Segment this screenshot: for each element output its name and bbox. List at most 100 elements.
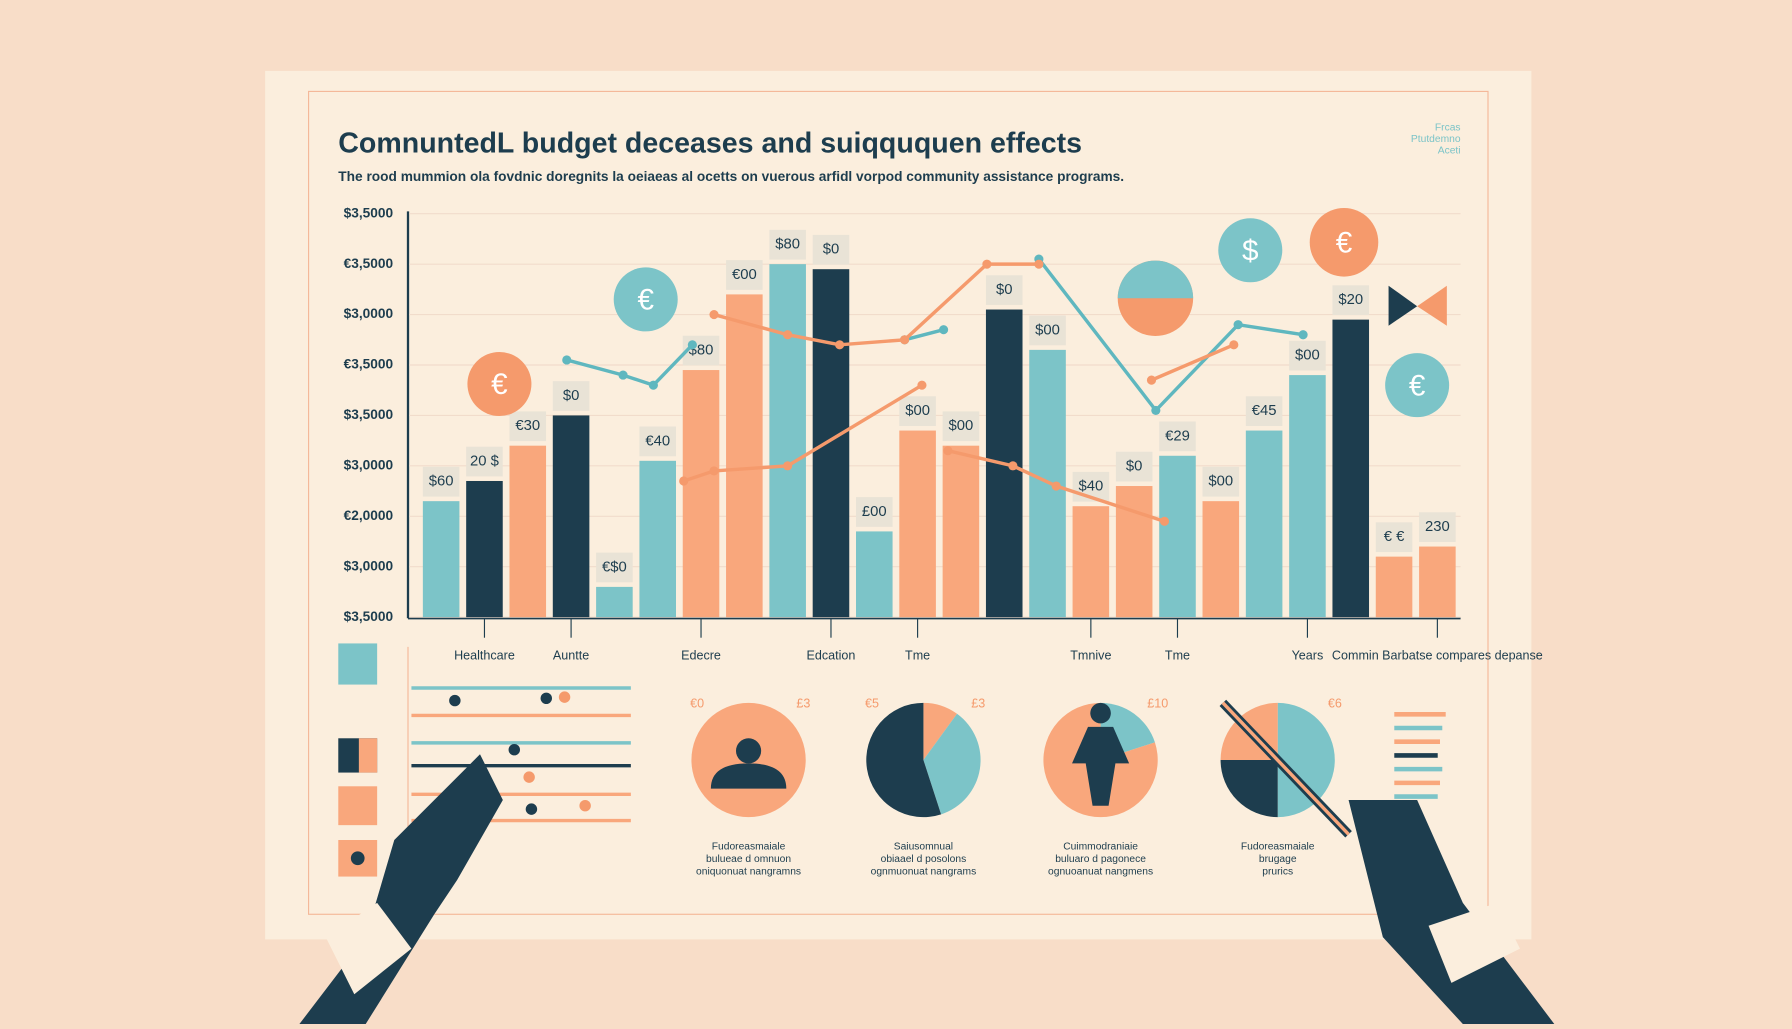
bar-label: $00 [1295, 348, 1320, 364]
y-tick-label: €3,5000 [344, 357, 394, 372]
x-tick-label: Tme [1165, 648, 1190, 662]
swatch [358, 738, 378, 773]
person-icon [710, 763, 787, 789]
trend-line [904, 328, 945, 342]
pie-caption: brugage [1259, 854, 1297, 865]
bar [1419, 546, 1456, 618]
bar-label-bg [769, 229, 806, 260]
x-tick-label: Tme [905, 648, 930, 662]
bar-label: $40 [1078, 479, 1103, 495]
dot [579, 800, 591, 812]
y-tick-label: $3,5000 [344, 609, 394, 624]
cuff-right [1428, 902, 1520, 983]
dot [449, 694, 461, 707]
bar [596, 586, 633, 618]
bar [1289, 375, 1326, 618]
swatch [350, 851, 365, 866]
badge-icon: € [1336, 226, 1353, 259]
badge-icon: € [491, 368, 508, 401]
bar-label: €$0 [602, 559, 627, 575]
bar-label: £00 [862, 504, 887, 520]
badge-icon: € [1409, 369, 1426, 402]
pie-label: €6 [1328, 696, 1342, 710]
x-tick-label: Healthcare [454, 648, 515, 662]
bar-label-bg [812, 234, 850, 265]
badge [1388, 285, 1418, 326]
bar-label-bg [1375, 522, 1413, 553]
x-tick-label: Commin Barbatse compares depanse [1332, 648, 1543, 662]
bar-label: €40 [645, 433, 670, 449]
bar-label: 230 [1425, 519, 1450, 535]
badge [1385, 353, 1450, 418]
badge [1117, 260, 1194, 299]
bar-label-bg [1332, 285, 1370, 316]
badge-icon: € [637, 284, 654, 317]
corner-note: Frcas [1435, 123, 1461, 134]
plot: $3,5000 $3,0000 €2,0000 $3,0000 $3,5000 €3,50… [344, 205, 1543, 662]
x-tick-label: Auntte [553, 648, 589, 662]
bar [769, 264, 806, 618]
bar-label-bg [639, 426, 676, 457]
pie-caption: Saiusomnual [894, 842, 953, 853]
person-icon [1090, 702, 1111, 724]
bar-label-bg [1029, 315, 1066, 346]
swatch [338, 786, 378, 826]
bar-label: $00 [905, 403, 930, 419]
paper-frame [308, 90, 1489, 915]
pie-caption: Cuimmodraniaie [1063, 842, 1138, 853]
pie-slice [1277, 702, 1335, 818]
badges: € € $ € € [467, 208, 1450, 418]
bar-label-bg [552, 381, 590, 411]
bar-label-bg [985, 275, 1023, 305]
bar-label-bg [1202, 466, 1240, 497]
x-tick-label: Edecre [681, 648, 721, 662]
bar-label-bg [1159, 421, 1196, 452]
bar-label-bg [509, 411, 547, 442]
pie-caption: buluaro d pagonece [1055, 854, 1146, 865]
bar-label: $0 [563, 388, 580, 404]
bar [1245, 430, 1283, 618]
person-icon [736, 738, 762, 764]
hand-right [1348, 800, 1555, 1024]
dot [508, 744, 520, 756]
x-tick-label: Tmnive [1070, 648, 1111, 662]
person-icon [1072, 726, 1130, 806]
pie-slice [1220, 760, 1278, 818]
pie-label: £3 [971, 696, 985, 710]
trend-line [683, 383, 923, 483]
bar [812, 269, 850, 618]
trend-line [1150, 343, 1235, 382]
y-tick-label: $3,0000 [344, 306, 394, 321]
badge [1218, 218, 1283, 283]
bar-label: $00 [1208, 474, 1233, 490]
bar-label: $00 [949, 418, 974, 434]
bar [1202, 501, 1240, 618]
bar [1332, 319, 1370, 618]
bar-label-bg [726, 260, 763, 290]
dot [558, 691, 571, 703]
bar-label: 20 $ [470, 453, 500, 469]
bar [422, 501, 460, 618]
bar [856, 531, 893, 618]
title: ComnuntedL budget deceases and suiqquque… [338, 128, 1082, 160]
bar-label: $0 [1126, 459, 1143, 475]
bar-label: $80 [775, 237, 800, 253]
bar [1375, 556, 1413, 618]
bar-label-bg [1245, 396, 1283, 426]
cuff-left [325, 902, 412, 995]
y-tick-label: $3,0000 [344, 558, 394, 573]
bar-label: $20 [1338, 292, 1363, 308]
x-tick-label: Edcation [807, 648, 856, 662]
swatch [338, 643, 378, 685]
hand-left [299, 754, 503, 1024]
bar-label-bg [856, 497, 893, 527]
badge [613, 267, 678, 332]
bar-label: €30 [515, 418, 540, 434]
bar-label-bg [422, 466, 460, 497]
y-tick-label: $3,5000 [344, 205, 394, 220]
bar [552, 415, 590, 618]
bar [639, 460, 676, 618]
pie-caption: bulueae d omnuon [706, 854, 791, 865]
legend [338, 643, 378, 877]
